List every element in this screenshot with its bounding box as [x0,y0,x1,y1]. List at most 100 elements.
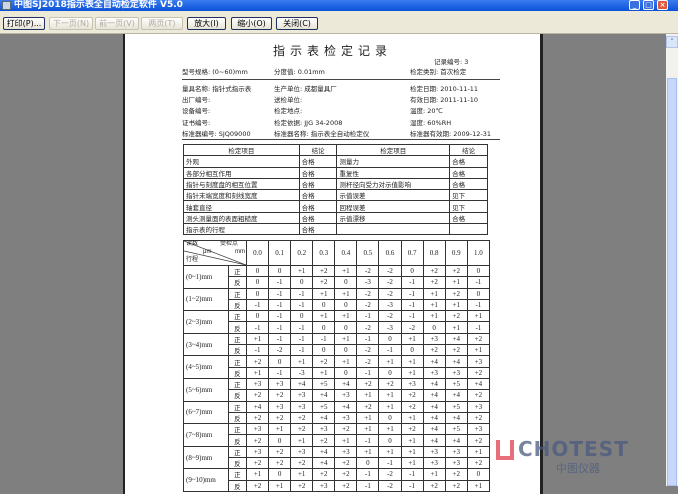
error-value: +1 [245,332,270,346]
app-icon [2,1,11,10]
direction-label: 反 [227,276,248,289]
point-header: 0.3 [312,240,336,266]
error-value: +1 [378,423,402,436]
vertical-scrollbar[interactable]: ˄ [666,34,678,486]
error-value: +1 [356,389,380,402]
scroll-up-icon[interactable]: ˄ [666,36,678,48]
error-value: +2 [466,457,491,470]
error-value: 0 [378,411,402,425]
items-row: 指针与刻度盘的相互位置 合格 测杆径向受力对示值影响 合格 [183,177,488,191]
toolbar-button-3[interactable]: 两页(T) [141,17,183,30]
result-cell: 合格 [298,211,338,225]
error-value: -1 [400,468,424,481]
error-value: -1 [400,298,424,312]
toolbar-button-4[interactable]: 放大(I) [187,17,226,30]
error-value: +2 [268,457,292,470]
item-cell: 测头测量面的表面粗糙度 [183,211,300,225]
error-value: +1 [378,389,402,402]
error-value: +3 [312,423,336,436]
error-value: +2 [268,389,292,402]
data-row: 反 +2 0 +1 +2 +1 -1 0 +1 +4 +4 +2 [184,434,491,447]
result-cell: 见下 [449,200,488,213]
error-value: +3 [422,445,446,459]
point-header: 0.8 [422,240,446,266]
item-cell: 示值漂移 [336,211,451,225]
error-value: +2 [312,276,336,289]
error-value: +2 [245,434,270,447]
error-value: -1 [290,298,314,312]
error-value: +1 [400,411,424,425]
direction-label: 正 [227,355,248,368]
error-value: +4 [466,377,491,391]
error-value: +1 [290,468,314,481]
data-row: 反 +2 +2 +2 +4 +3 +1 0 +1 +4 +4 +2 [184,411,491,425]
error-value: +2 [400,389,424,402]
error-value: +2 [466,389,491,402]
error-value: +5 [444,400,468,413]
watermark-text: CHOTEST [518,437,629,461]
error-value: +3 [444,445,468,459]
header-point: 受检点 [220,241,239,247]
error-value: +1 [378,445,402,459]
error-value: 0 [400,344,424,357]
direction-label: 反 [227,411,248,425]
error-value: +2 [312,264,336,278]
result-cell [449,223,488,236]
error-value: -1 [356,332,380,346]
point-header: 0.9 [444,240,468,266]
toolbar-button-1[interactable]: 下一页(N) [49,17,93,30]
info-field: 标准器有效期: 2009-12-31 [410,129,492,138]
error-value: +3 [245,377,270,391]
toolbar-button-5[interactable]: 缩小(O) [231,17,272,30]
error-value: 0 [466,468,491,481]
minimize-button[interactable]: _ [629,0,640,10]
error-value: 0 [356,457,380,470]
error-value: -1 [466,321,491,334]
toolbar-button-0[interactable]: 打印(P)... [3,17,45,30]
stroke-range: (7~8)mm [183,423,229,447]
direction-label: 反 [227,298,248,312]
error-value: 0 [378,332,402,346]
error-value: -1 [312,332,336,346]
error-value: 0 [378,434,402,447]
stroke-range: (8~9)mm [183,445,229,470]
info-field: 证书编号: [182,118,211,127]
error-value: +1 [400,434,424,447]
toolbar: 打印(P)... 下一页(N) 前一页(V) 两页(T) 放大(I) 缩小(O) 关闭(C) [0,11,678,34]
window-title: 中图SJ2018指示表全自动检定软件 V5.0 [14,0,183,10]
error-value: +4 [312,411,336,425]
item-cell [336,223,451,236]
data-row: (3~4)mm 正 +1 -1 -1 -1 +1 -1 0 +1 +3 +4 +2 [183,332,491,357]
error-value: +4 [444,434,468,447]
toolbar-button-6[interactable]: 关闭(C) [276,17,318,30]
error-value: 0 [466,264,491,278]
error-value: +1 [334,355,358,368]
error-value: +3 [290,389,314,402]
info-field: 温度: 20℃ [410,107,443,116]
error-value: -1 [356,434,380,447]
error-value: +2 [334,468,358,481]
direction-label: 正 [227,377,248,391]
info-field: 设备编号: [182,107,211,116]
error-value: +4 [422,434,446,447]
result-cell: 合格 [449,166,488,179]
close-window-button[interactable]: × [657,0,668,10]
error-value: +2 [444,468,468,481]
point-header: 0.0 [245,240,270,266]
diagonal-lines [184,241,246,265]
error-value: 0 [245,276,270,289]
error-value: +2 [400,400,424,413]
data-row: 反 +2 +2 +2 +4 +2 0 -1 +1 +3 +3 +2 [184,457,491,470]
error-value: -3 [378,298,402,312]
division: 分度值: 0.01mm [274,68,325,76]
stroke-range: (3~4)mm [183,332,229,357]
maximize-button[interactable]: □ [643,0,654,10]
items-row: 外观 合格 测量力 合格 [183,155,488,168]
point-header: 1.0 [466,240,491,266]
scroll-thumb[interactable] [667,78,677,486]
toolbar-button-2[interactable]: 前一页(V) [95,17,139,30]
info-field: 标准器编号: SJQ09000 [182,129,251,138]
title-bar: 中图SJ2018指示表全自动检定软件 V5.0 _ □ × [0,0,678,11]
error-value: +1 [356,411,380,425]
error-value: +4 [422,400,446,413]
